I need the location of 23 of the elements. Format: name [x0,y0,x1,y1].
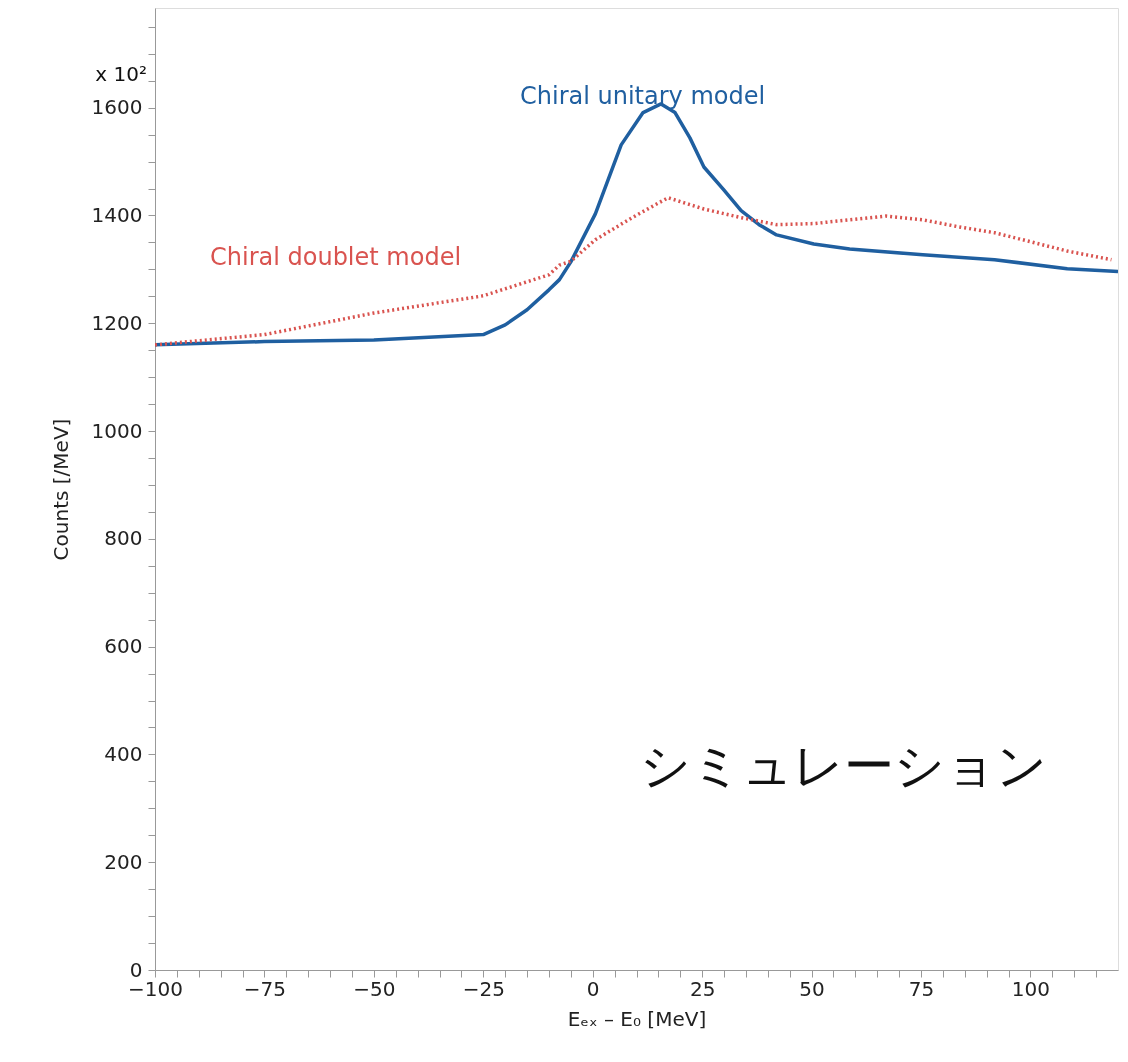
x-axis-title: Eₑₓ – E₀ [MeV] [567,1006,707,1031]
x-tick-label: −50 [353,976,396,1001]
x-tick-label: 50 [799,976,825,1001]
y-tick-label: 1400 [91,202,143,227]
y-axis-title: Counts [/MeV] [48,418,73,561]
x-tick-label: −75 [243,976,287,1001]
y-tick-label: 600 [104,634,143,659]
y-tick-label: 200 [104,849,143,874]
x-tick-label: −25 [462,976,505,1001]
y-tick-label: 1200 [91,310,143,335]
x-tick-label: 100 [1011,976,1051,1001]
y-tick-label: 1000 [91,418,143,443]
x-tick-label: 25 [689,976,716,1001]
x-tick-label: 75 [908,976,935,1001]
line-series [155,195,1114,347]
series-label: Chiral unitary model [520,82,766,110]
y-tick-label: 400 [104,741,143,766]
y-tick-label: 800 [104,526,143,551]
text: x 10² [95,62,147,86]
series-label: Chiral doublet model [210,243,462,271]
annotation: シミュレーション [640,737,1047,795]
y-tick-label: 1600 [91,95,143,120]
x-tick-label: 0 [586,976,600,1001]
